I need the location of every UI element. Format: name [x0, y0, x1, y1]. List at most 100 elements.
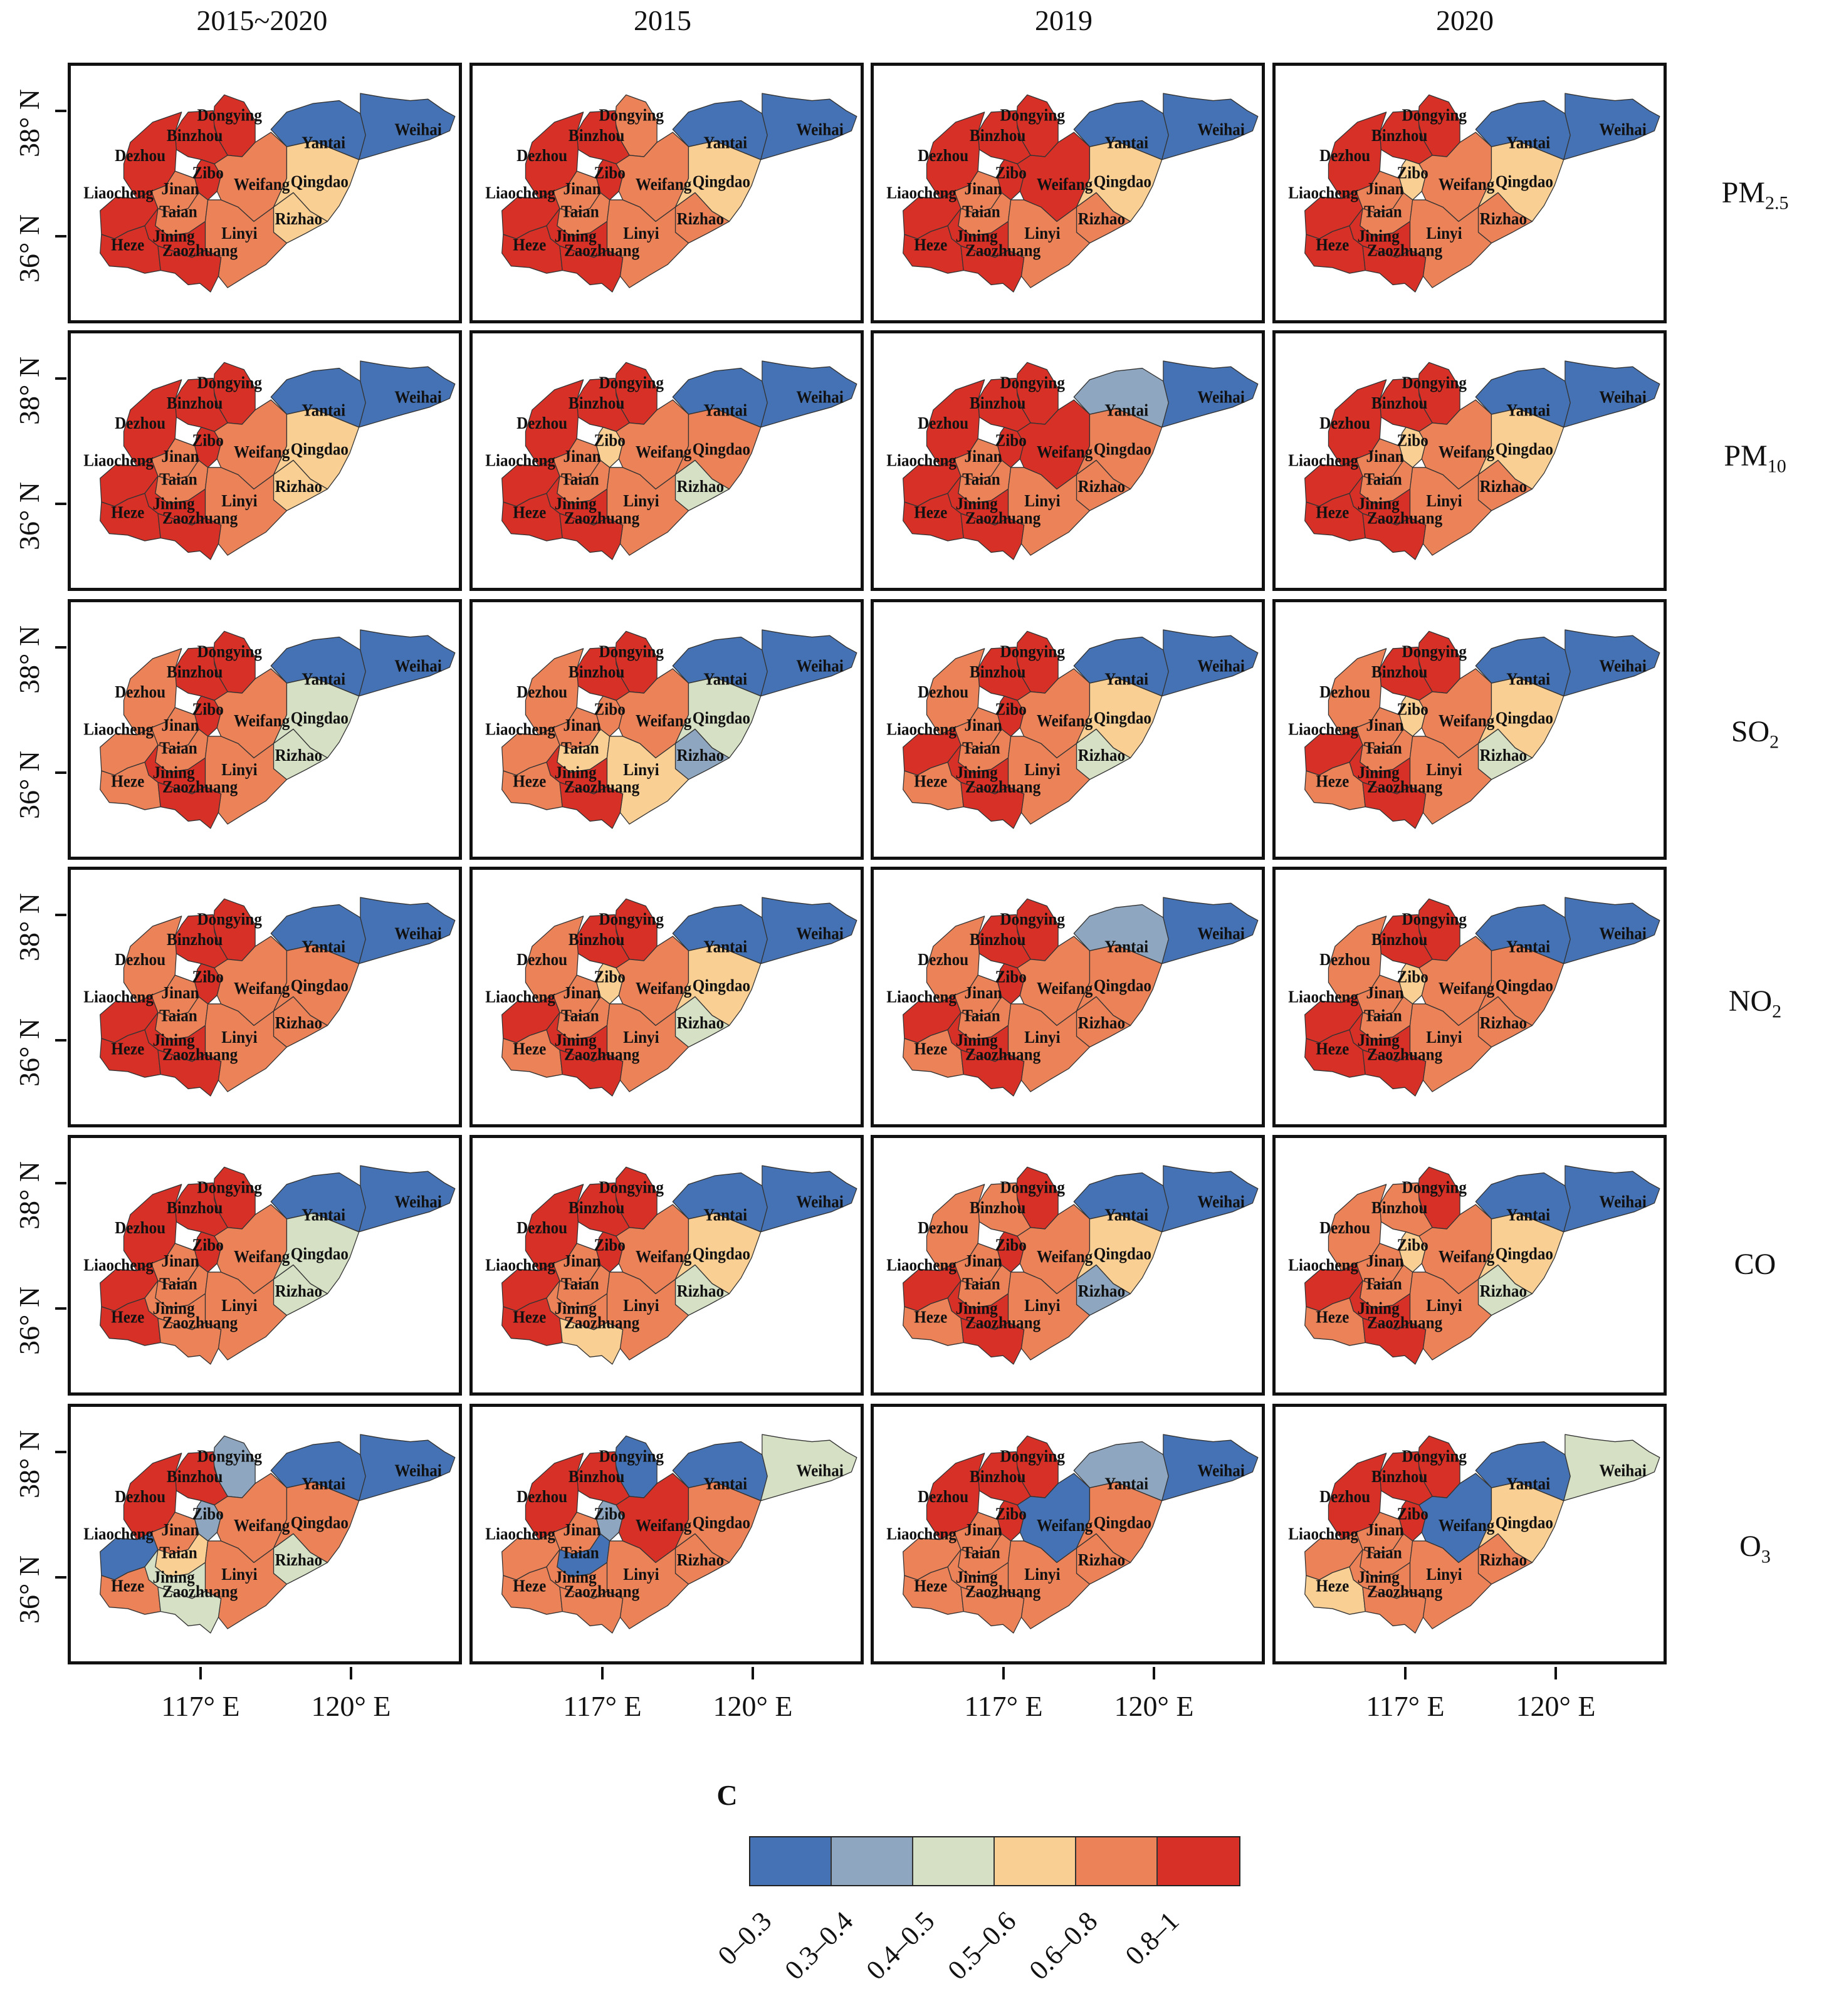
- region-zaozhuang: [960, 781, 1025, 829]
- city-label-zibo: Zibo: [192, 162, 223, 182]
- latitude-tick-label: 36° N: [13, 750, 45, 819]
- longitude-tick-label: 117° E: [563, 1690, 642, 1722]
- legend-swatch: [1158, 1837, 1239, 1885]
- city-label-dezhou: Dezhou: [1319, 682, 1370, 701]
- latitude-tick: [55, 235, 66, 238]
- city-label-taian: Taian: [962, 1273, 1000, 1293]
- city-label-qingdao: Qingdao: [291, 439, 349, 458]
- city-label-qingdao: Qingdao: [1094, 1243, 1151, 1263]
- city-label-qingdao: Qingdao: [1094, 975, 1151, 995]
- city-label-zaozhuang: Zaozhuang: [1367, 508, 1442, 527]
- city-label-jining: Jining: [1358, 763, 1400, 782]
- longitude-tick-label: 117° E: [1366, 1690, 1445, 1722]
- city-label-dezhou: Dezhou: [516, 413, 567, 432]
- city-label-jinan: Jinan: [1366, 715, 1404, 734]
- region-weihai: [359, 1165, 456, 1233]
- map-panel-O3-2015-2020: Dongying Binzhou Dezhou Zibo Liaocheng Jinan W…: [68, 1404, 462, 1664]
- longitude-tick: [1404, 1667, 1407, 1679]
- city-label-heze: Heze: [914, 1038, 947, 1058]
- city-label-liaocheng: Liaocheng: [83, 451, 154, 470]
- city-label-zibo: Zibo: [192, 1235, 223, 1254]
- city-label-liaocheng: Liaocheng: [886, 1524, 957, 1543]
- city-label-yantai: Yantai: [1506, 132, 1550, 152]
- city-label-heze: Heze: [1316, 1038, 1349, 1058]
- city-label-liaocheng: Liaocheng: [485, 1524, 555, 1543]
- city-label-binzhou: Binzhou: [167, 393, 223, 412]
- city-label-jinan: Jinan: [162, 446, 199, 466]
- longitude-tick: [350, 1667, 352, 1679]
- city-label-jining: Jining: [555, 226, 597, 246]
- city-label-qingdao: Qingdao: [1094, 1512, 1151, 1532]
- longitude-tick-label: 120° E: [1114, 1690, 1194, 1722]
- city-label-zibo: Zibo: [594, 966, 625, 986]
- city-label-jinan: Jinan: [563, 1520, 601, 1539]
- city-label-yantai: Yantai: [1104, 132, 1148, 152]
- city-label-liaocheng: Liaocheng: [83, 987, 154, 1006]
- city-label-zibo: Zibo: [594, 1235, 625, 1254]
- city-label-liaocheng: Liaocheng: [1288, 1255, 1358, 1275]
- city-label-weifang: Weifang: [234, 174, 290, 194]
- city-label-heze: Heze: [1316, 771, 1349, 790]
- city-label-linyi: Linyi: [221, 223, 257, 243]
- map-panel-PM25-2019: Dongying Binzhou Dezhou Zibo Liaocheng Jinan W…: [871, 63, 1265, 323]
- city-label-weihai: Weihai: [796, 656, 843, 676]
- city-label-zaozhuang: Zaozhuang: [1367, 1044, 1442, 1063]
- legend-swatch: [995, 1837, 1076, 1885]
- city-label-weihai: Weihai: [1197, 120, 1244, 139]
- city-label-liaocheng: Liaocheng: [1288, 987, 1358, 1006]
- city-label-zaozhuang: Zaozhuang: [965, 1312, 1040, 1332]
- region-weihai: [359, 93, 456, 160]
- city-label-binzhou: Binzhou: [167, 929, 223, 949]
- city-label-binzhou: Binzhou: [1371, 1466, 1427, 1486]
- latitude-tick-label: 38° N: [13, 1429, 45, 1498]
- region-zaozhuang: [157, 245, 222, 293]
- longitude-tick: [1554, 1667, 1557, 1679]
- city-label-binzhou: Binzhou: [1371, 662, 1427, 681]
- city-label-zibo: Zibo: [594, 430, 625, 449]
- city-label-zibo: Zibo: [1397, 966, 1428, 986]
- longitude-tick: [752, 1667, 754, 1679]
- city-label-taian: Taian: [159, 201, 197, 221]
- city-label-heze: Heze: [1316, 234, 1349, 254]
- city-label-qingdao: Qingdao: [291, 1243, 349, 1263]
- region-zaozhuang: [1362, 1586, 1427, 1634]
- city-label-binzhou: Binzhou: [970, 125, 1025, 145]
- latitude-tick: [55, 1451, 66, 1453]
- city-label-dezhou: Dezhou: [516, 145, 567, 165]
- city-label-yantai: Yantai: [703, 1473, 747, 1493]
- map-panel-SO2-2015-2020: Dongying Binzhou Dezhou Zibo Liaocheng Jinan W…: [68, 599, 462, 860]
- city-label-jining: Jining: [1358, 1567, 1400, 1587]
- region-weihai: [359, 629, 456, 697]
- city-label-zibo: Zibo: [995, 430, 1026, 449]
- city-label-dongying: Dongying: [197, 642, 262, 661]
- city-label-weifang: Weifang: [1439, 978, 1494, 998]
- map-panel-O3-2020: Dongying Binzhou Dezhou Zibo Liaocheng Jinan W…: [1272, 1404, 1667, 1664]
- city-label-jinan: Jinan: [965, 983, 1002, 1002]
- city-label-liaocheng: Liaocheng: [485, 987, 555, 1006]
- city-label-linyi: Linyi: [221, 760, 257, 779]
- city-label-zaozhuang: Zaozhuang: [162, 1581, 238, 1601]
- city-label-dongying: Dongying: [1000, 909, 1065, 929]
- city-label-zaozhuang: Zaozhuang: [965, 1581, 1040, 1601]
- latitude-tick-label: 36° N: [13, 481, 45, 550]
- city-label-qingdao: Qingdao: [1496, 439, 1553, 458]
- city-label-taian: Taian: [561, 469, 599, 488]
- city-label-zaozhuang: Zaozhuang: [162, 1044, 238, 1063]
- latitude-tick: [55, 1039, 66, 1042]
- city-label-yantai: Yantai: [301, 669, 345, 688]
- city-label-linyi: Linyi: [1024, 1295, 1060, 1315]
- region-weihai: [760, 897, 857, 964]
- legend-swatch: [750, 1837, 832, 1885]
- city-label-dezhou: Dezhou: [1319, 413, 1370, 432]
- region-zaozhuang: [559, 781, 624, 829]
- city-label-heze: Heze: [914, 1575, 947, 1595]
- city-label-zaozhuang: Zaozhuang: [564, 240, 639, 259]
- city-label-jinan: Jinan: [162, 1251, 199, 1270]
- city-label-yantai: Yantai: [1506, 669, 1550, 688]
- city-label-zibo: Zibo: [995, 1503, 1026, 1523]
- city-label-linyi: Linyi: [1024, 1564, 1060, 1584]
- city-label-zibo: Zibo: [1397, 162, 1428, 182]
